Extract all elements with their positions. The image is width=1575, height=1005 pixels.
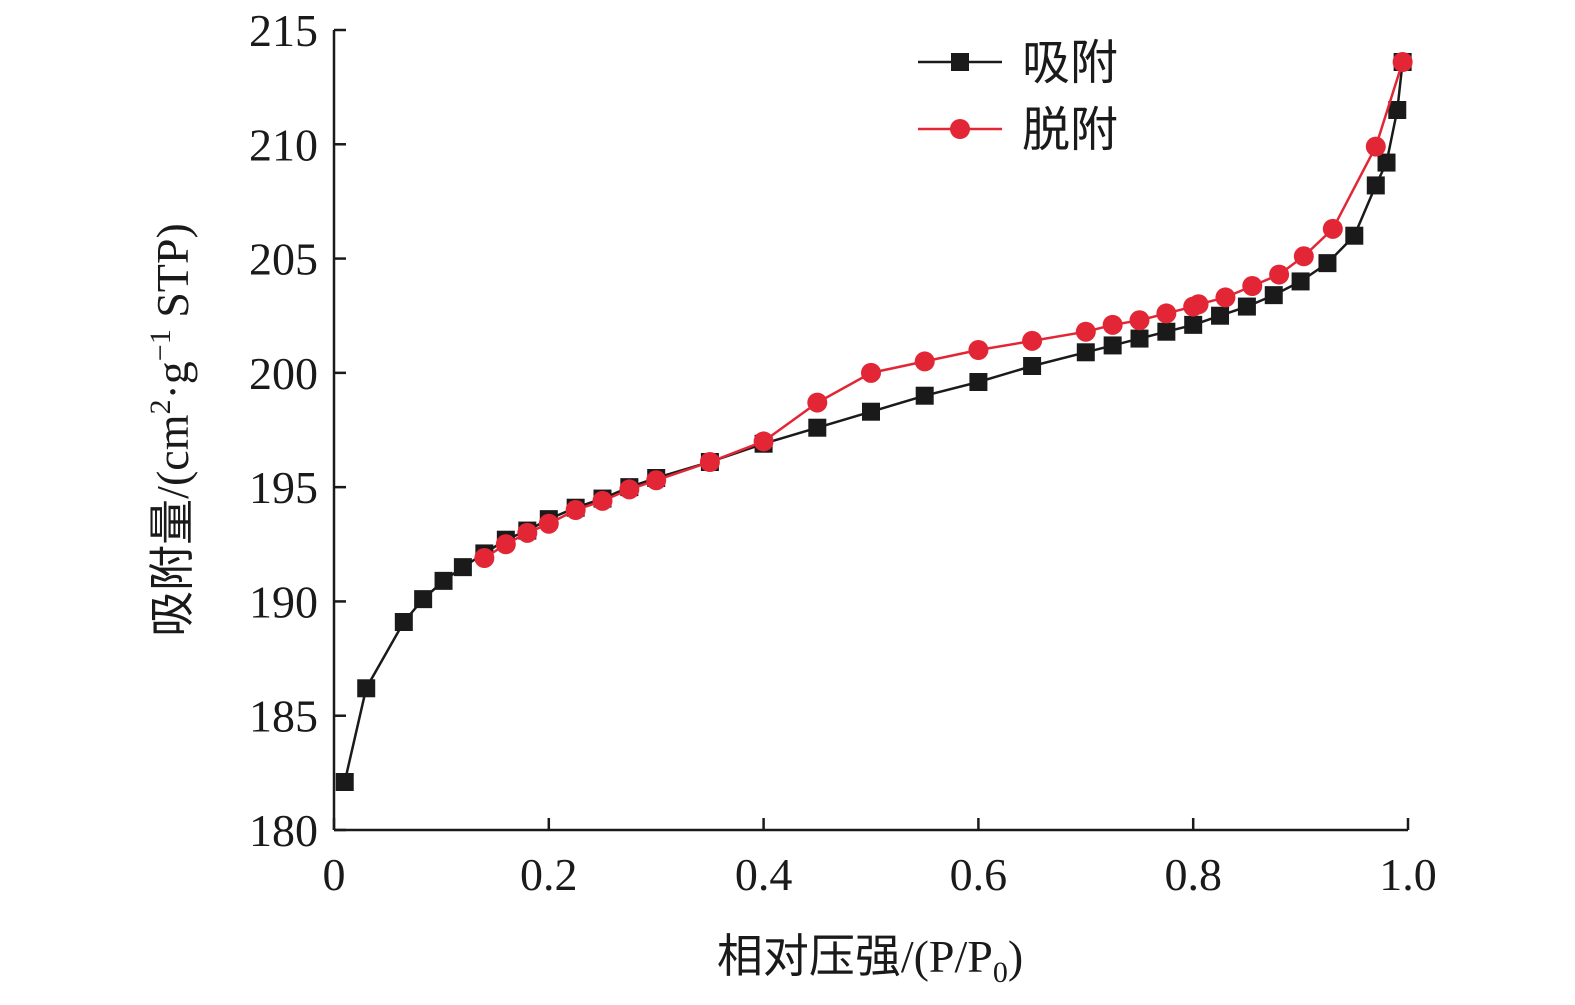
series-line-1	[343, 61, 1404, 783]
desorption-point	[807, 392, 828, 413]
adsorption-point	[1211, 306, 1230, 325]
adsorption-point	[808, 418, 827, 437]
desorption-point	[592, 490, 613, 511]
adsorption-point	[1377, 153, 1396, 172]
axes	[332, 30, 1408, 832]
x-tick-label: 0.6	[950, 849, 1008, 900]
x-tick-label: 0.4	[735, 849, 793, 900]
x-tick-label: 0	[323, 849, 346, 900]
x-tick-label: 1.0	[1379, 849, 1437, 900]
legend-square-marker	[951, 53, 969, 71]
y-tick-label: 185	[249, 691, 318, 742]
desorption-point	[1293, 246, 1314, 267]
adsorption-point	[357, 679, 376, 698]
desorption-point	[1322, 218, 1343, 239]
adsorption-point	[1388, 101, 1407, 119]
desorption-point	[474, 548, 495, 568]
adsorption-point	[1366, 176, 1385, 195]
desorption-point	[1392, 52, 1413, 72]
desorption-point	[1156, 303, 1177, 324]
adsorption-point	[1023, 357, 1042, 375]
y-tick-label: 210	[249, 119, 318, 170]
ticks: 0 0.2 0.4 0.6 0.8 1.0 180 185 190 195 200 205 210 215	[249, 5, 1437, 900]
desorption-point	[753, 431, 774, 452]
y-tick-label: 190	[249, 576, 318, 627]
desorption-point	[861, 362, 881, 383]
adsorption-point	[335, 773, 354, 791]
adsorption-point	[1184, 315, 1203, 334]
desorption-point	[619, 479, 640, 500]
adsorption-point	[1318, 254, 1337, 273]
adsorption-point	[1345, 226, 1364, 245]
adsorption-point	[394, 613, 413, 631]
desorption-point	[968, 340, 989, 360]
desorption-point	[1365, 136, 1386, 157]
adsorption-point	[1103, 336, 1122, 355]
adsorption-point	[1291, 272, 1310, 291]
desorption-point	[1129, 310, 1150, 331]
y-tick-label: 195	[249, 462, 318, 513]
series-line-2	[483, 61, 1404, 560]
adsorption-point	[915, 386, 934, 405]
y-tick-label: 215	[249, 5, 318, 56]
legend-label-2: 脱附	[1022, 104, 1118, 157]
y-axis-title: 吸附量/(cm2·g−1 STP)	[144, 223, 198, 637]
y-tick-label: 200	[249, 348, 318, 399]
adsorption-point	[1237, 297, 1256, 316]
x-tick-label: 0.8	[1164, 849, 1222, 900]
desorption-point	[1269, 264, 1290, 285]
adsorption-point	[414, 590, 433, 609]
adsorption-point	[862, 402, 880, 421]
desorption-point	[495, 534, 516, 555]
legend-label-1: 吸附	[1022, 37, 1118, 90]
desorption-point	[1075, 321, 1096, 342]
desorption-point	[1188, 294, 1209, 315]
adsorption-point	[453, 558, 472, 577]
series-layer	[335, 52, 1413, 791]
desorption-point	[1242, 276, 1263, 296]
adsorption-point	[434, 571, 453, 590]
desorption-point	[699, 452, 720, 472]
desorption-point	[517, 522, 538, 543]
desorption-point	[1022, 330, 1043, 351]
desorption-point	[565, 500, 586, 520]
legend-circle-marker	[950, 119, 970, 139]
adsorption-point	[1264, 286, 1283, 305]
adsorption-point	[1076, 343, 1095, 362]
x-tick-label: 0.2	[520, 849, 578, 900]
desorption-point	[914, 351, 935, 372]
adsorption-point	[969, 373, 988, 391]
adsorption-point	[1157, 322, 1176, 341]
adsorption-point	[1130, 329, 1149, 348]
y-tick-label: 180	[249, 805, 318, 856]
desorption-point	[538, 513, 559, 534]
desorption-point	[1102, 314, 1123, 335]
y-tick-label: 205	[249, 234, 318, 285]
x-axis-title: 相对压强/(P/P0)	[717, 931, 1023, 989]
desorption-point	[1215, 287, 1236, 308]
desorption-point	[646, 470, 667, 491]
